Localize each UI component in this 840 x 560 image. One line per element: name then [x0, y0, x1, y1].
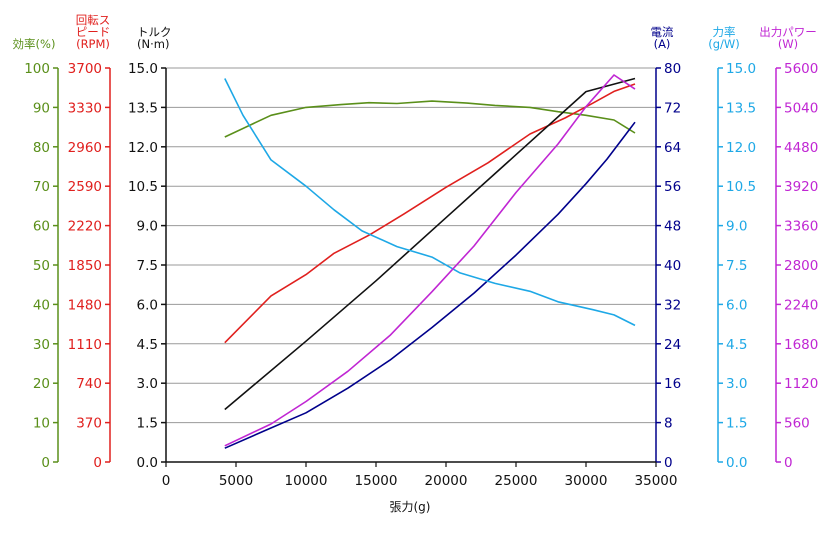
- torque-tick-label: 12.0: [128, 140, 158, 156]
- eff-tick-label: 80: [33, 140, 50, 156]
- force-tick-label: 0.0: [726, 455, 747, 471]
- force-tick-label: 15.0: [726, 61, 756, 77]
- torque-tick-label: 4.5: [137, 337, 158, 353]
- eff-tick-label: 40: [33, 297, 50, 313]
- torque-tick-label: 1.5: [137, 416, 158, 432]
- rpm-tick-label: 370: [76, 416, 102, 432]
- force-tick-label: 3.0: [726, 376, 747, 392]
- force-tick-label: 1.5: [726, 416, 747, 432]
- rpm-axis-title: ピード: [76, 25, 111, 39]
- power-tick-label: 560: [784, 416, 810, 432]
- torque-tick-label: 0.0: [137, 455, 158, 471]
- current-tick-label: 64: [664, 140, 681, 156]
- current-series-line: [224, 121, 636, 449]
- current-tick-label: 16: [664, 376, 681, 392]
- x-tick-label: 10000: [285, 473, 328, 489]
- force-tick-label: 9.0: [726, 219, 747, 235]
- rpm-tick-label: 2220: [68, 219, 102, 235]
- torque-axis-title: トルク: [137, 25, 172, 39]
- torque-tick-label: 9.0: [137, 219, 158, 235]
- x-axis: 0 5000 10000 15000 20000 25000 30000 35000: [162, 461, 678, 489]
- eff-tick-label: 100: [24, 61, 50, 77]
- current-axis-title: 電流: [651, 25, 674, 39]
- force-axis-title: (g/W): [708, 37, 740, 51]
- power-axis-title: 出力パワー: [759, 25, 817, 39]
- current-tick-label: 24: [664, 337, 681, 353]
- eff-tick-label: 50: [33, 258, 50, 274]
- torque-tick-label: 7.5: [137, 258, 158, 274]
- rpm-tick-label: 1850: [68, 258, 102, 274]
- series-lines: [224, 74, 636, 449]
- power-tick-label: 3920: [784, 179, 818, 195]
- rpm-tick-label: 2960: [68, 140, 102, 156]
- power-tick-label: 5600: [784, 61, 818, 77]
- rpm-tick-label: 3330: [68, 100, 102, 116]
- force-tick-label: 6.0: [726, 297, 747, 313]
- eff-tick-label: 60: [33, 219, 50, 235]
- power-tick-label: 2240: [784, 297, 818, 313]
- eff-tick-label: 70: [33, 179, 50, 195]
- current-tick-label: 8: [664, 416, 673, 432]
- power-tick-label: 2800: [784, 258, 818, 274]
- torque-axis-title: (N·m): [137, 37, 169, 51]
- x-tick-label: 5000: [219, 473, 253, 489]
- current-tick-label: 80: [664, 61, 681, 77]
- rpm-tick-label: 3700: [68, 61, 102, 77]
- eff-series-line: [224, 100, 636, 138]
- torque-tick-label: 13.5: [128, 100, 158, 116]
- torque-tick-label: 3.0: [137, 376, 158, 392]
- current-tick-label: 72: [664, 100, 681, 116]
- eff-tick-label: 20: [33, 376, 50, 392]
- rpm-tick-label: 740: [76, 376, 102, 392]
- rpm-axis-title: 回転ス: [76, 13, 111, 27]
- current-axis-title: (A): [654, 37, 671, 51]
- rpm-tick-label: 0: [93, 455, 102, 471]
- power-tick-label: 1680: [784, 337, 818, 353]
- power-tick-label: 4480: [784, 140, 818, 156]
- eff-tick-label: 90: [33, 100, 50, 116]
- force-tick-label: 13.5: [726, 100, 756, 116]
- current-tick-label: 40: [664, 258, 681, 274]
- x-tick-label: 35000: [635, 473, 678, 489]
- x-axis-label: 張力(g): [390, 500, 431, 514]
- power-tick-label: 5040: [784, 100, 818, 116]
- eff-tick-label: 10: [33, 416, 50, 432]
- rpm-tick-label: 1110: [68, 337, 102, 353]
- force-axis-title: 力率: [713, 25, 736, 39]
- force-tick-label: 4.5: [726, 337, 747, 353]
- power-series-line: [224, 74, 636, 447]
- eff-axis-title: 効率(%): [13, 37, 56, 51]
- x-tick-label: 0: [162, 473, 171, 489]
- current-tick-label: 0: [664, 455, 673, 471]
- x-tick-label: 20000: [425, 473, 468, 489]
- force-tick-label: 12.0: [726, 140, 756, 156]
- current-tick-label: 56: [664, 179, 681, 195]
- power-tick-label: 3360: [784, 219, 818, 235]
- torque-tick-label: 10.5: [128, 179, 158, 195]
- current-tick-label: 32: [664, 297, 681, 313]
- torque-series-line: [224, 77, 636, 411]
- eff-tick-label: 0: [41, 455, 50, 471]
- rpm-tick-label: 2590: [68, 179, 102, 195]
- eff-tick-label: 30: [33, 337, 50, 353]
- grid: [166, 67, 656, 463]
- force-series-line: [224, 78, 636, 327]
- rpm-axis-title: (RPM): [76, 37, 110, 51]
- power-tick-label: 1120: [784, 376, 818, 392]
- power-tick-label: 0: [784, 455, 793, 471]
- power-axis-title: (W): [778, 37, 798, 51]
- torque-tick-label: 6.0: [137, 297, 158, 313]
- y-axes: 0102030405060708090100効率(%)0370740111014…: [13, 13, 819, 471]
- x-tick-label: 30000: [565, 473, 608, 489]
- x-tick-label: 15000: [355, 473, 398, 489]
- force-tick-label: 7.5: [726, 258, 747, 274]
- rpm-series-line: [224, 83, 636, 344]
- torque-tick-label: 15.0: [128, 61, 158, 77]
- x-tick-label: 25000: [495, 473, 538, 489]
- force-tick-label: 10.5: [726, 179, 756, 195]
- current-tick-label: 48: [664, 219, 681, 235]
- rpm-tick-label: 1480: [68, 297, 102, 313]
